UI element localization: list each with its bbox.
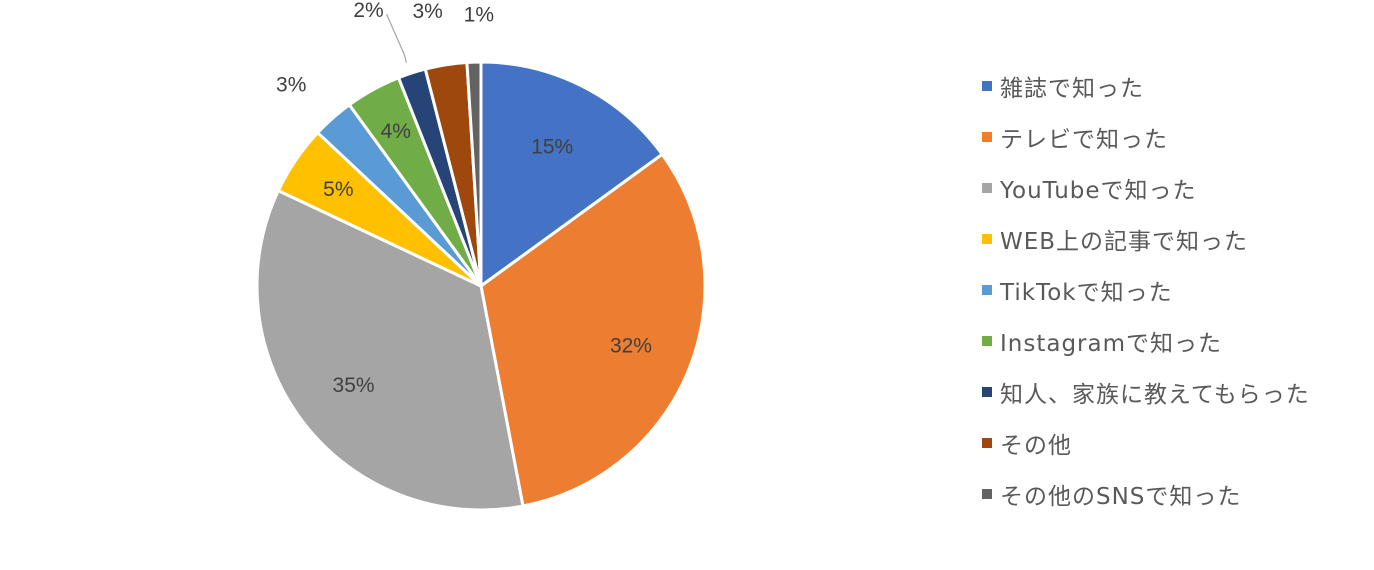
- legend-swatch: [982, 386, 992, 397]
- legend-swatch: [982, 488, 992, 499]
- legend-item: TikTokで知った: [982, 264, 1310, 315]
- legend-label: 雑誌で知った: [1000, 75, 1144, 102]
- legend-item: Instagramで知った: [982, 315, 1310, 366]
- slice-data-label: 3%: [412, 0, 442, 23]
- legend-item: 雑誌で知った: [982, 60, 1310, 111]
- legend-swatch: [982, 80, 992, 91]
- legend-item: 知人、家族に教えてもらった: [982, 366, 1310, 417]
- legend-label: テレビで知った: [1000, 126, 1168, 153]
- legend-item: WEB上の記事で知った: [982, 213, 1310, 264]
- legend-swatch: [982, 131, 992, 142]
- legend-swatch: [982, 284, 992, 295]
- legend-label: 知人、家族に教えてもらった: [1000, 381, 1310, 408]
- legend-item: その他: [982, 417, 1310, 468]
- pie-slice: [479, 152, 707, 508]
- legend-item: YouTubeで知った: [982, 162, 1310, 213]
- legend-label: TikTokで知った: [1000, 279, 1173, 306]
- slice-data-label: 15%: [531, 135, 573, 158]
- pie-slice: [479, 60, 665, 289]
- slice-data-label: 4%: [381, 120, 411, 143]
- legend-swatch: [982, 182, 992, 193]
- legend-swatch: [982, 233, 992, 244]
- pie-slice: [465, 60, 483, 287]
- leader-line: [386, 13, 407, 63]
- legend-swatch: [982, 335, 992, 346]
- slice-data-label: 35%: [333, 374, 375, 397]
- legend-item: テレビで知った: [982, 111, 1310, 162]
- slice-data-label: 32%: [610, 334, 652, 357]
- slice-data-label: 5%: [323, 178, 353, 201]
- pie-slice: [255, 188, 525, 512]
- slice-data-label: 2%: [353, 0, 383, 22]
- legend-label: YouTubeで知った: [1000, 177, 1197, 204]
- legend-item: その他のSNSで知った: [982, 468, 1310, 519]
- legend-label: Instagramで知った: [1000, 330, 1223, 357]
- legend: 雑誌で知った テレビで知った YouTubeで知った WEB上の記事で知った T…: [982, 60, 1310, 519]
- legend-swatch: [982, 437, 992, 448]
- slice-data-label: 3%: [276, 73, 306, 96]
- legend-label: その他: [1000, 432, 1072, 459]
- legend-label: その他のSNSで知った: [1000, 483, 1242, 510]
- slice-data-label: 1%: [464, 3, 494, 26]
- legend-label: WEB上の記事で知った: [1000, 228, 1249, 255]
